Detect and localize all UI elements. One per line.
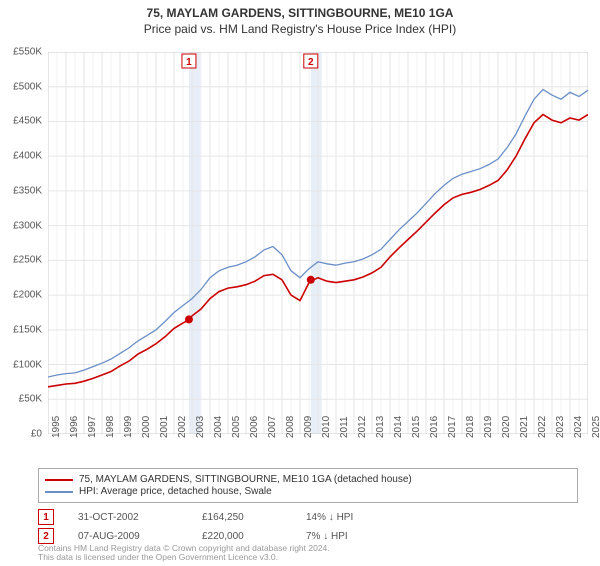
legend-swatch-property [45,479,73,481]
x-tick-label: 2009 [303,416,314,438]
x-tick-label: 2022 [537,416,548,438]
x-tick-label: 1999 [123,416,134,438]
legend-label-property: 75, MAYLAM GARDENS, SITTINGBOURNE, ME10 … [79,474,412,485]
x-tick-label: 2016 [429,416,440,438]
y-tick-label: £550K [13,47,42,58]
chart-area: 12 £0£50K£100K£150K£200K£250K£300K£350K£… [48,52,588,434]
x-tick-label: 2014 [393,416,404,438]
sale-date-2: 07-AUG-2009 [78,531,178,542]
x-tick-label: 2006 [249,416,260,438]
x-tick-label: 2011 [339,416,350,438]
sale-delta-2: 7% ↓ HPI [306,531,348,542]
x-tick-label: 2002 [177,416,188,438]
sale-marker-1: 1 [38,509,54,525]
legend-row-property: 75, MAYLAM GARDENS, SITTINGBOURNE, ME10 … [45,474,571,485]
chart-container: 75, MAYLAM GARDENS, SITTINGBOURNE, ME10 … [0,6,600,566]
y-tick-label: £150K [13,324,42,335]
x-tick-label: 2013 [375,416,386,438]
x-tick-label: 2023 [555,416,566,438]
footnote-line-2: This data is licensed under the Open Gov… [38,553,330,562]
x-tick-label: 2018 [465,416,476,438]
x-tick-label: 2007 [267,416,278,438]
x-tick-label: 2001 [159,416,170,438]
sale-marker-2: 2 [38,528,54,544]
x-tick-label: 1995 [51,416,62,438]
sale-row-1: 1 31-OCT-2002 £164,250 14% ↓ HPI [38,509,578,525]
y-tick-label: £500K [13,81,42,92]
y-tick-label: £400K [13,151,42,162]
x-tick-label: 2008 [285,416,296,438]
x-tick-label: 2017 [447,416,458,438]
legend-row-hpi: HPI: Average price, detached house, Swal… [45,486,571,497]
sale-price-2: £220,000 [202,531,282,542]
x-tick-label: 2019 [483,416,494,438]
x-tick-label: 2024 [573,416,584,438]
y-tick-label: £100K [13,359,42,370]
x-tick-label: 1996 [69,416,80,438]
x-tick-label: 2025 [591,416,600,438]
y-tick-label: £250K [13,255,42,266]
y-tick-label: £50K [19,394,42,405]
x-tick-label: 2012 [357,416,368,438]
y-tick-label: £450K [13,116,42,127]
y-tick-label: £350K [13,185,42,196]
x-tick-label: 2003 [195,416,206,438]
x-tick-label: 2005 [231,416,242,438]
svg-text:2: 2 [308,57,314,68]
y-tick-label: £200K [13,290,42,301]
sale-row-2: 2 07-AUG-2009 £220,000 7% ↓ HPI [38,528,578,544]
legend-label-hpi: HPI: Average price, detached house, Swal… [79,486,272,497]
x-tick-label: 1997 [87,416,98,438]
x-tick-label: 1998 [105,416,116,438]
sales-table: 1 31-OCT-2002 £164,250 14% ↓ HPI 2 07-AU… [38,506,578,547]
svg-text:1: 1 [186,57,192,68]
sale-delta-1: 14% ↓ HPI [306,512,353,523]
y-tick-label: £0 [31,429,42,440]
x-tick-label: 2010 [321,416,332,438]
title-line-1: 75, MAYLAM GARDENS, SITTINGBOURNE, ME10 … [0,6,600,20]
x-tick-label: 2000 [141,416,152,438]
x-tick-label: 2015 [411,416,422,438]
legend-box: 75, MAYLAM GARDENS, SITTINGBOURNE, ME10 … [38,468,578,503]
y-tick-label: £300K [13,220,42,231]
x-tick-label: 2021 [519,416,530,438]
sale-date-1: 31-OCT-2002 [78,512,178,523]
x-tick-label: 2020 [501,416,512,438]
x-tick-label: 2004 [213,416,224,438]
line-chart: 12 [48,52,588,434]
sale-price-1: £164,250 [202,512,282,523]
title-line-2: Price paid vs. HM Land Registry's House … [0,22,600,36]
legend-swatch-hpi [45,491,73,493]
